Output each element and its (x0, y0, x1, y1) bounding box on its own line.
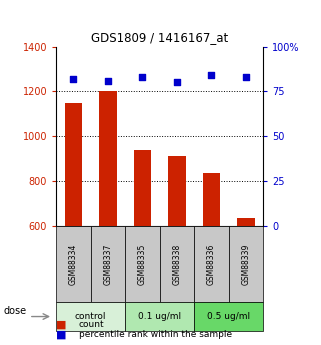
Bar (134, 150, 151, 226)
Text: GSM88337: GSM88337 (103, 243, 112, 285)
Bar (203, 173, 220, 226)
Bar (91, 226, 125, 302)
Text: control: control (75, 312, 107, 321)
Bar (237, 218, 255, 226)
Text: ■: ■ (56, 319, 67, 329)
Point (174, 80, 179, 85)
Text: GSM88334: GSM88334 (69, 243, 78, 285)
Text: GSM88336: GSM88336 (207, 243, 216, 285)
Bar (125, 302, 194, 331)
Title: GDS1809 / 1416167_at: GDS1809 / 1416167_at (91, 31, 228, 44)
Bar (65, 103, 82, 226)
Text: GSM88339: GSM88339 (241, 243, 250, 285)
Bar (194, 302, 263, 331)
Bar (56, 226, 91, 302)
Point (105, 78, 110, 83)
Bar (194, 226, 229, 302)
Text: count: count (79, 320, 104, 329)
Point (209, 72, 214, 78)
Text: GSM88338: GSM88338 (172, 243, 181, 285)
Text: 0.5 ug/ml: 0.5 ug/ml (207, 312, 250, 321)
Bar (168, 156, 186, 226)
Bar (229, 226, 263, 302)
Text: 0.1 ug/ml: 0.1 ug/ml (138, 312, 181, 321)
Bar (56, 302, 125, 331)
Bar (160, 226, 194, 302)
Text: percentile rank within the sample: percentile rank within the sample (79, 330, 232, 339)
Text: dose: dose (3, 306, 26, 316)
Bar (125, 226, 160, 302)
Point (243, 74, 248, 80)
Bar (99, 91, 117, 226)
Point (71, 76, 76, 82)
Text: GSM88335: GSM88335 (138, 243, 147, 285)
Point (140, 74, 145, 80)
Text: ■: ■ (56, 330, 67, 339)
